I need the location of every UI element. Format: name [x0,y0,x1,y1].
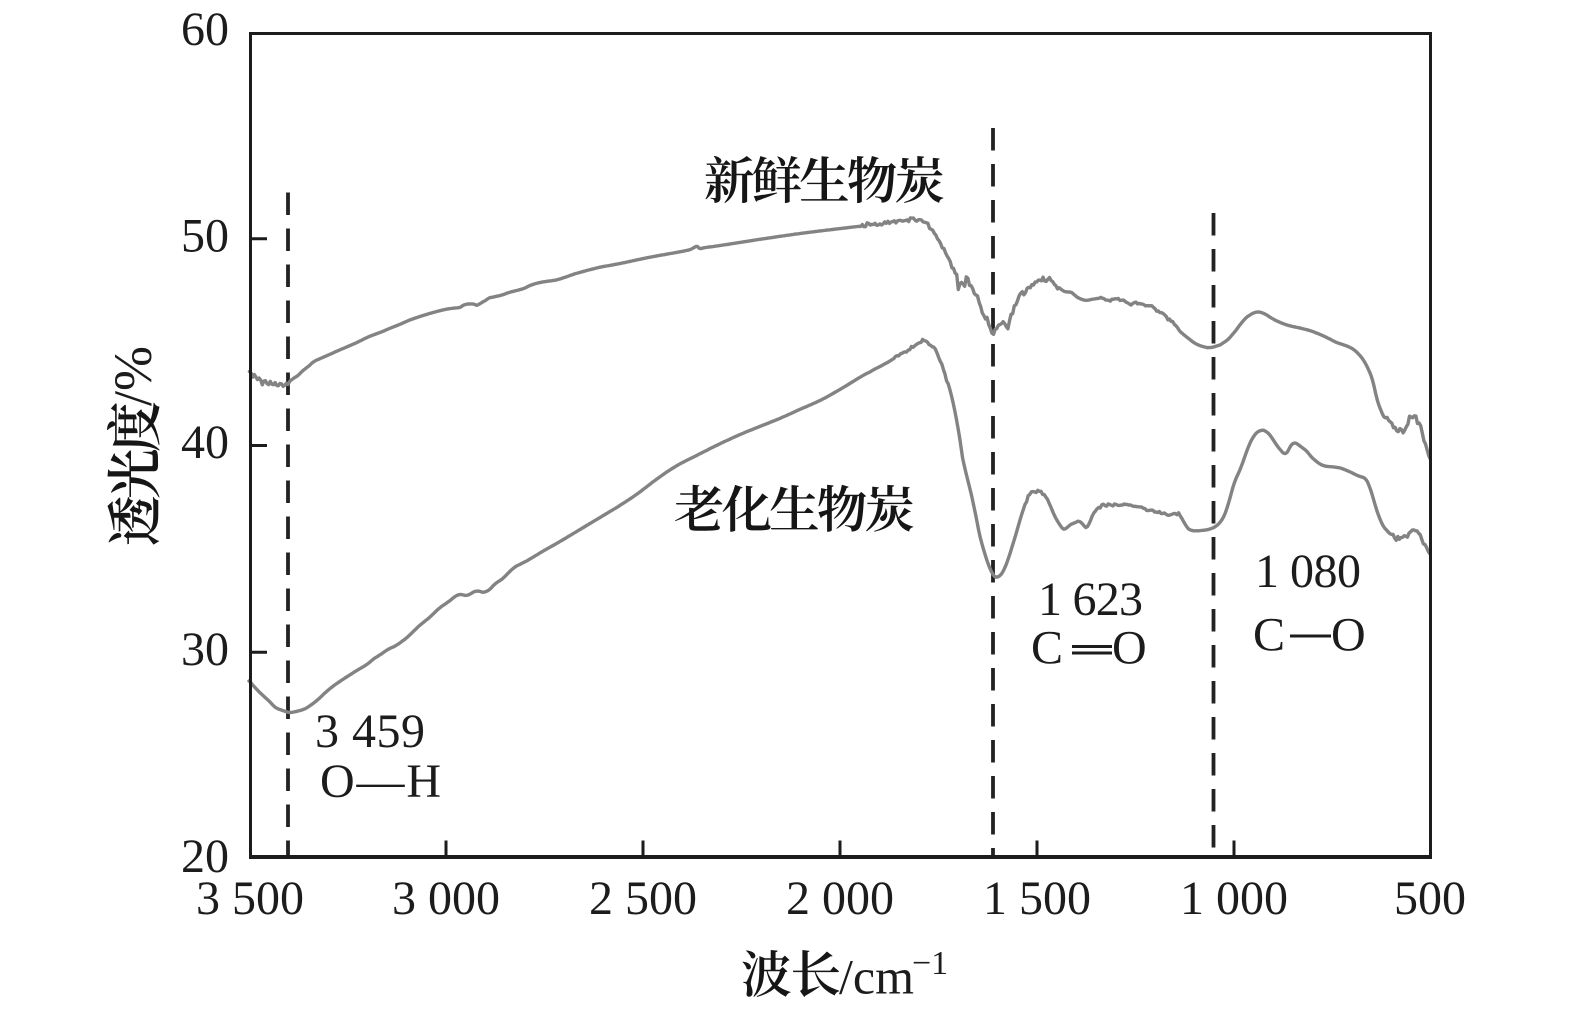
svg-text:1 500: 1 500 [983,872,1091,925]
svg-text:60: 60 [181,3,229,56]
svg-text:30: 30 [181,623,229,676]
svg-text:3 459: 3 459 [315,705,425,758]
svg-text:3 500: 3 500 [196,872,304,925]
svg-text:O—H: O—H [320,755,441,808]
svg-text:1 000: 1 000 [1180,872,1288,925]
svg-text:/%: /% [103,346,163,406]
svg-text:50: 50 [181,210,229,263]
svg-text:C: C [1031,622,1063,675]
svg-text:1 623: 1 623 [1038,573,1143,626]
svg-text:O: O [1112,622,1147,675]
svg-text:/cm: /cm [839,949,914,1005]
svg-text:O: O [1331,609,1366,662]
svg-text:40: 40 [181,416,229,469]
svg-text:2 000: 2 000 [786,872,894,925]
svg-text:1 080: 1 080 [1255,545,1361,598]
svg-text:20: 20 [181,830,229,883]
svg-text:500: 500 [1394,872,1466,925]
svg-text:−1: −1 [912,945,948,982]
svg-text:3 000: 3 000 [392,872,500,925]
svg-text:2 500: 2 500 [589,872,697,925]
svg-text:C: C [1253,609,1285,662]
